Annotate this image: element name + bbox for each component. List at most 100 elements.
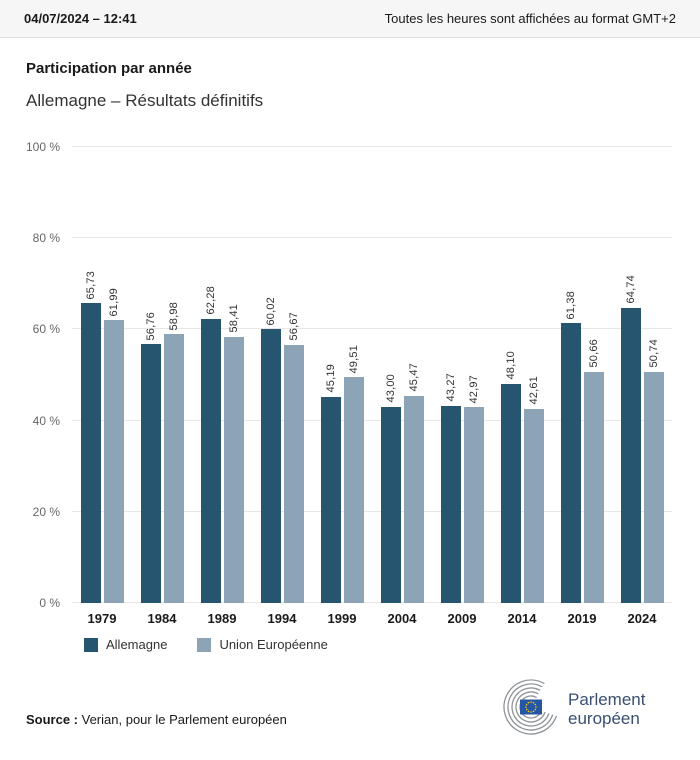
bar-union-europeenne[interactable] [643, 371, 664, 603]
bar-union-europeenne[interactable] [223, 336, 244, 603]
y-axis-label: 100 % [25, 140, 60, 154]
bar-group-1999: 45,19 49,51 1999 [312, 147, 372, 626]
x-axis-label: 1989 [207, 611, 237, 626]
bar-column: 61,38 [560, 290, 581, 603]
gridline [72, 237, 672, 239]
bar-allemagne[interactable] [560, 323, 581, 603]
bar-union-europeenne[interactable] [343, 377, 364, 603]
bar-allemagne[interactable] [440, 405, 461, 603]
bar-allemagne[interactable] [260, 329, 281, 603]
bar-group-1989: 62,28 58,41 1989 [192, 147, 252, 626]
bar-value-label: 58,41 [227, 304, 240, 333]
bar-group-1984: 56,76 58,98 1984 [132, 147, 192, 626]
bar-column: 61,99 [103, 287, 124, 603]
bar-union-europeenne[interactable] [523, 408, 544, 603]
gridline [72, 146, 672, 147]
x-axis-label: 2024 [627, 611, 657, 626]
bar-allemagne[interactable] [320, 396, 341, 603]
bar-value-label: 56,76 [144, 311, 157, 341]
eu-flag-icon [520, 699, 542, 715]
bar-column: 50,74 [643, 339, 664, 603]
bar-column: 43,00 [380, 374, 401, 603]
bar-group-2004: 43,00 45,47 2004 [372, 147, 432, 626]
bar-allemagne[interactable] [200, 319, 221, 603]
legend-swatch [84, 637, 98, 652]
bar-column: 42,61 [523, 376, 544, 603]
bar-union-europeenne[interactable] [463, 407, 484, 603]
bar-group-2024: 64,74 50,74 2024 [612, 147, 672, 626]
source-label: Source : [26, 712, 79, 727]
y-axis-label: 40 % [32, 413, 60, 428]
main-content: Participation par année Allemagne – Résu… [0, 60, 700, 741]
bar-value-label: 64,74 [624, 275, 637, 304]
y-axis-label: 60 % [32, 322, 60, 337]
ep-logo-text: Parlement européen [568, 690, 650, 728]
bar-union-europeenne[interactable] [103, 320, 124, 603]
bar-value-label: 61,38 [564, 290, 577, 320]
bar-value-label: 60,02 [264, 296, 277, 326]
bar-value-label: 50,66 [587, 339, 600, 368]
y-axis-label: 0 % [39, 596, 60, 610]
legend-label: Union Européenne [219, 637, 328, 652]
bar-value-label: 42,61 [527, 376, 540, 405]
bar-column: 64,74 [620, 275, 641, 603]
bar-column: 58,41 [223, 304, 244, 603]
x-axis-label: 1994 [267, 611, 297, 626]
bar-allemagne[interactable] [620, 307, 641, 603]
bar-column: 56,67 [283, 312, 304, 603]
y-axis: 0 % 20 % 40 % 60 % 80 % 100 % [26, 140, 68, 610]
plot-area: 65,73 61,99 1979 56,76 58,98 1984 62,28 58,41 19… [72, 146, 672, 626]
bar-value-label: 61,99 [107, 287, 120, 317]
bar-value-label: 48,10 [504, 351, 517, 380]
bar-group-1994: 60,02 56,67 1994 [252, 147, 312, 626]
bar-value-label: 43,27 [444, 373, 457, 402]
y-axis-label: 80 % [32, 231, 60, 246]
bar-value-label: 49,51 [347, 344, 360, 374]
bar-allemagne[interactable] [380, 406, 401, 603]
bar-union-europeenne[interactable] [283, 344, 304, 603]
bar-union-europeenne[interactable] [403, 395, 424, 603]
datetime: 04/07/2024 – 12:41 [24, 11, 137, 26]
top-bar: 04/07/2024 – 12:41 Toutes les heures son… [0, 0, 700, 38]
bar-value-label: 65,73 [84, 270, 97, 300]
bar-value-label: 58,98 [167, 301, 180, 331]
legend-item[interactable]: Union Européenne [197, 637, 328, 652]
gridline [72, 510, 672, 512]
bar-column: 42,97 [463, 375, 484, 603]
bar-group-2019: 61,38 50,66 2019 [552, 147, 612, 626]
bar-column: 48,10 [500, 351, 521, 603]
bar-union-europeenne[interactable] [163, 334, 184, 603]
bar-value-label: 62,28 [204, 286, 217, 316]
participation-chart: 0 % 20 % 40 % 60 % 80 % 100 % 65,73 61,99 1979 5… [26, 140, 674, 626]
x-axis-label: 1984 [147, 611, 177, 626]
bar-group-2009: 43,27 42,97 2009 [432, 147, 492, 626]
bar-group-2014: 48,10 42,61 2014 [492, 147, 552, 626]
page-title: Participation par année [26, 60, 192, 77]
bar-column: 58,98 [163, 301, 184, 603]
gridline [72, 602, 672, 603]
x-axis-label: 1999 [327, 611, 357, 626]
gridline [72, 328, 672, 330]
bar-column: 43,27 [440, 373, 461, 603]
chart-subtitle: Allemagne – Résultats définitifs [26, 91, 264, 110]
bar-allemagne[interactable] [500, 383, 521, 603]
bar-value-label: 45,19 [324, 364, 337, 393]
bar-column: 45,19 [320, 364, 341, 603]
bar-column: 49,51 [343, 344, 364, 603]
bar-value-label: 43,00 [384, 374, 397, 403]
bar-allemagne[interactable] [140, 344, 161, 603]
bar-column: 62,28 [200, 286, 221, 603]
x-axis-label: 2014 [507, 611, 537, 626]
european-parliament-logo-icon: Parlement européen [503, 679, 650, 735]
bar-column: 60,02 [260, 296, 281, 603]
bar-union-europeenne[interactable] [583, 372, 604, 603]
bar-groups: 65,73 61,99 1979 56,76 58,98 1984 62,28 58,41 19… [72, 147, 672, 626]
gridline [72, 419, 672, 421]
legend-swatch [197, 637, 212, 652]
x-axis-label: 2004 [387, 611, 417, 626]
bar-allemagne[interactable] [80, 303, 101, 603]
bar-column: 45,47 [403, 363, 424, 603]
bar-column: 50,66 [583, 339, 604, 603]
chart-legend: Allemagne Union Européenne [84, 637, 674, 652]
legend-item[interactable]: Allemagne [84, 637, 167, 652]
